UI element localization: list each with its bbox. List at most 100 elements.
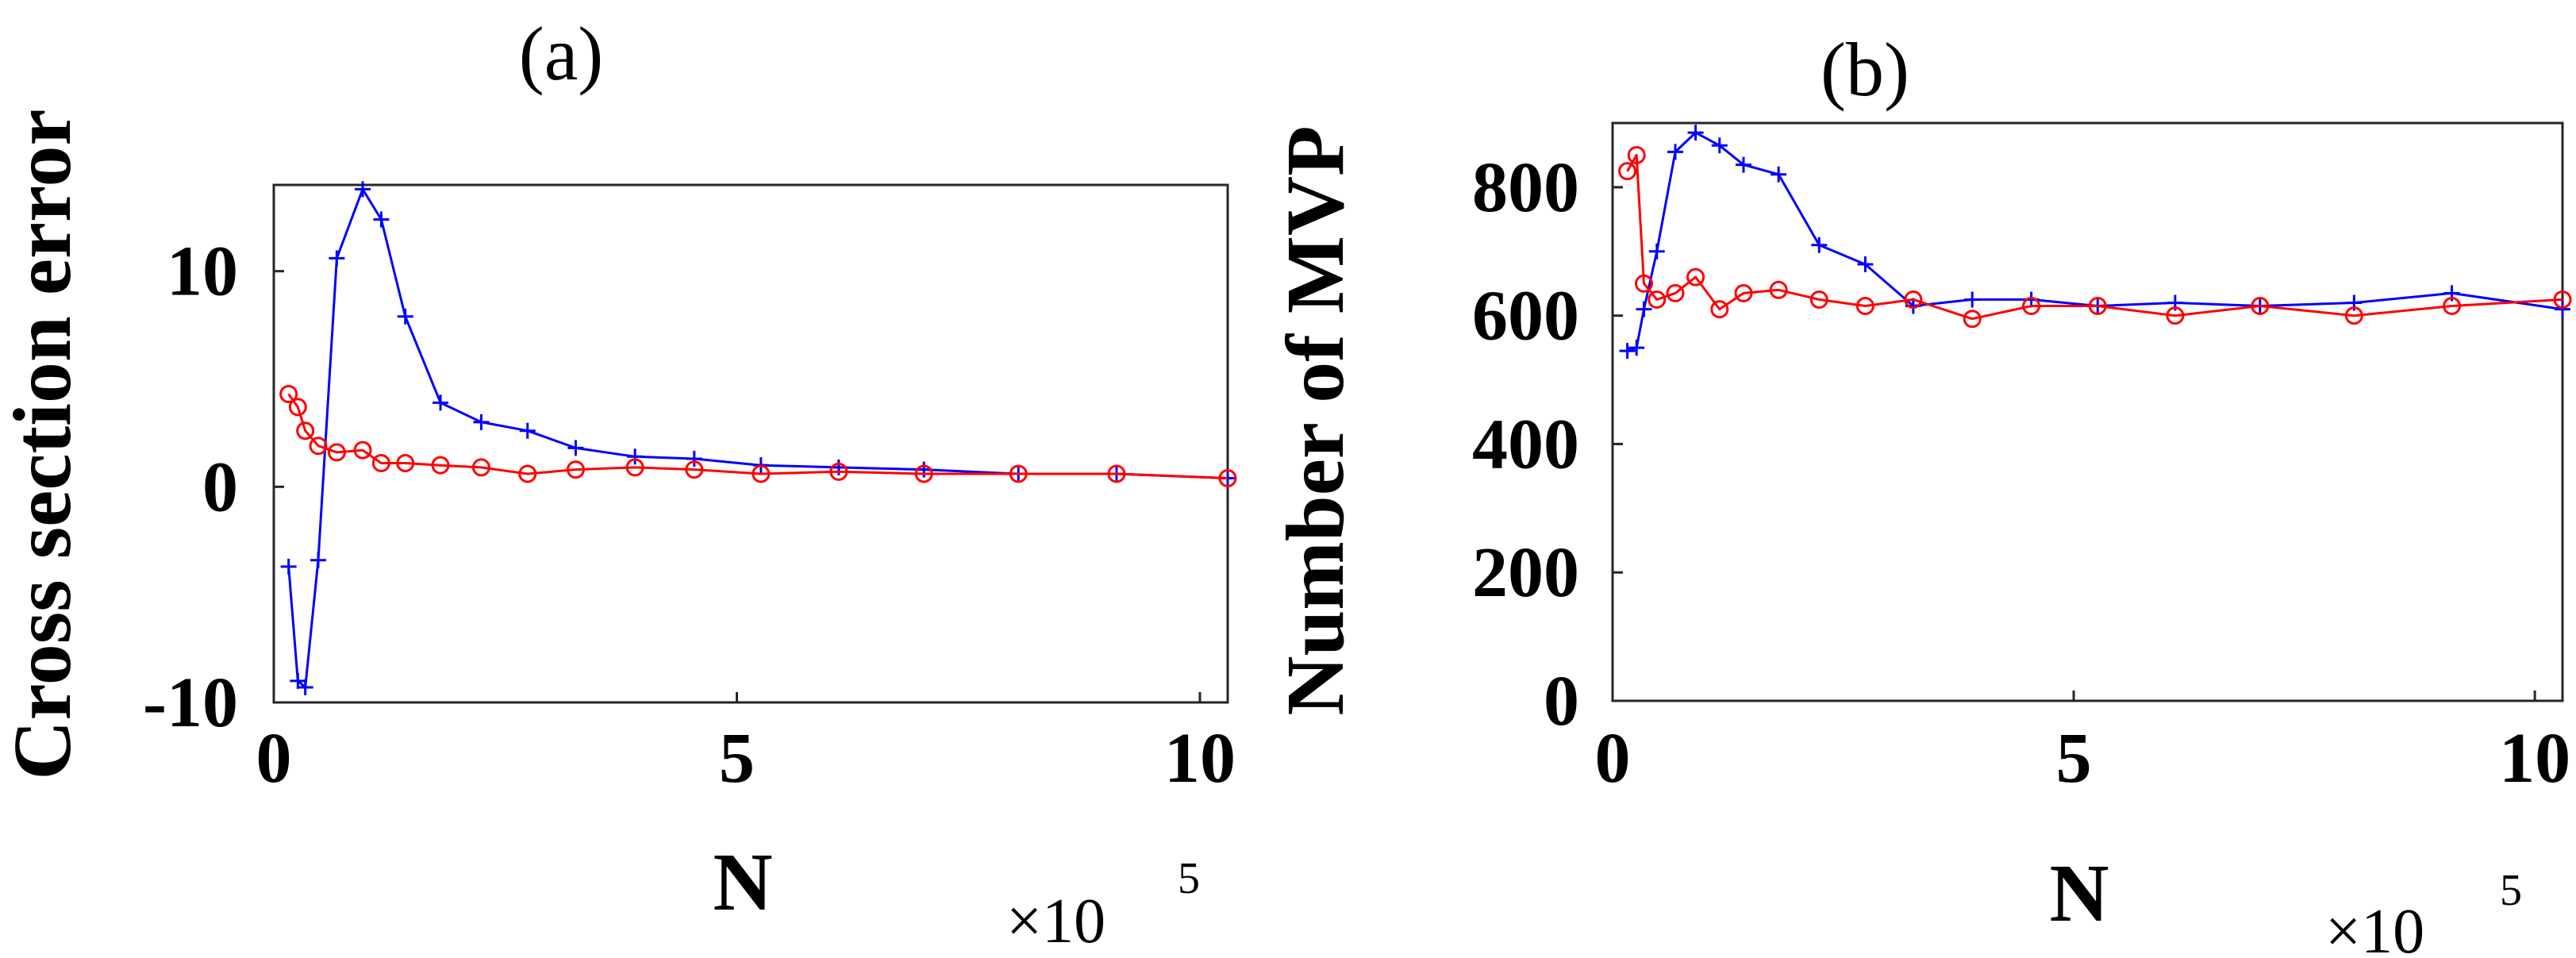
panel-a-x-multiplier-exponent: 5: [1178, 854, 1200, 903]
panel-b-series-2-point: [2443, 297, 2462, 316]
panel-a-y-tick-label: 0: [202, 448, 238, 526]
panel-b-series-1-point: [1857, 256, 1874, 272]
panel-b-series-1-point: [1648, 243, 1665, 260]
panel-b-series-2-point: [1769, 280, 1788, 299]
panel-a-series-2-point: [279, 385, 298, 404]
panel-a-series-2-point: [396, 453, 415, 472]
panel-b-x-multiplier: ×10: [2325, 897, 2424, 958]
panel-a-series-2-point: [309, 437, 328, 456]
panel-a-y-label: Cross section error: [0, 109, 88, 779]
panel-a-series-2-point: [518, 464, 537, 483]
panel-b-series-2-point: [1627, 145, 1646, 164]
panel-a-series: [279, 181, 1237, 695]
panel-b-x-tick-label: 10: [2499, 719, 2570, 798]
panel-b-y-tick-label: 200: [1472, 533, 1579, 612]
panel-b-series-2-point: [1618, 162, 1637, 181]
panel-a-series-1-point: [355, 181, 371, 198]
panel-b-y-tick-label: 800: [1472, 148, 1579, 227]
panel-a-series-2-point: [353, 441, 372, 460]
panel-b-series-1-point: [1811, 237, 1828, 253]
panel-a-series-1-line: [287, 187, 1228, 689]
panel-a-series-1-point: [297, 679, 313, 695]
panel-b-series-1-point: [1711, 137, 1728, 154]
panel-a-series-2-point: [685, 460, 704, 479]
panel-b-series-1-point: [1628, 340, 1645, 356]
panel-a-series-2-point: [566, 460, 585, 479]
panel-a-series-2-point: [431, 456, 450, 475]
panel-a-series-2-point: [327, 443, 346, 462]
panel-a-series-2-point: [914, 464, 933, 483]
panel-a-series-1-point: [686, 451, 702, 467]
panel-b-series-2-point: [2166, 306, 2185, 325]
panel-a-y-tick-label: 10: [167, 233, 238, 311]
panel-b-x-tick-label: 0: [1595, 719, 1631, 798]
panel-b-series-2-point: [2022, 297, 2041, 316]
panel-a-series-2-point: [1218, 468, 1237, 487]
panel-a-x-tick-label: 5: [719, 719, 755, 798]
panel-b-y-tick-label: 400: [1472, 405, 1579, 483]
panel-a-series-2-point: [625, 458, 644, 477]
panel-b-axes-box: [1611, 121, 2564, 702]
panel-a-series-1-point: [433, 394, 449, 411]
panel-b-x-multiplier-exponent: 5: [2500, 866, 2522, 915]
panel-a-axes-box: [272, 183, 1229, 704]
panel-b-series-2-point: [1855, 297, 1874, 316]
panel-a-x-tick-label: 0: [256, 719, 292, 798]
panel-b-series-1-point: [1619, 343, 1636, 360]
panel-a-series-2-point: [371, 453, 390, 472]
panel-b-series-1-point: [1736, 156, 1752, 173]
panel-a-series-1-point: [329, 250, 345, 267]
panel-a-x-multiplier: ×10: [1006, 887, 1105, 956]
panel-b-series-1-point: [1771, 166, 1787, 183]
panel-a-series-2-line: [287, 393, 1228, 479]
panel-a-series-2-point: [471, 458, 490, 477]
panel-b-series-2-point: [2553, 290, 2572, 309]
panel-a-series-1-point: [519, 422, 536, 439]
panel-b-series-1-point: [1964, 291, 1981, 308]
panel-b-series-1-line: [1627, 131, 2563, 352]
panel-b-series-2-point: [1963, 310, 1982, 329]
panel-a-series-1-point: [567, 440, 584, 456]
panel-a-series-1-point: [310, 552, 327, 568]
panel-b-y-tick-label: 600: [1472, 277, 1579, 356]
panel-a-x-label: N: [713, 837, 772, 928]
panel-b-series-2-point: [1666, 283, 1685, 302]
panel-b-series-2-point: [1686, 267, 1705, 287]
panel-a-series-1-point: [473, 414, 490, 430]
panel-a-series-2-point: [752, 464, 771, 483]
panel-b-series-2-point: [1809, 290, 1828, 309]
panel-b-series-2-point: [1734, 283, 1753, 302]
panel-b-series-2-point: [2088, 297, 2107, 316]
panel-b-x-tick-label: 5: [2056, 719, 2092, 798]
panel-b-y-tick-label: 0: [1544, 662, 1579, 741]
panel-a-series-2-point: [1107, 464, 1126, 483]
panel-b-x-label: N: [2049, 848, 2109, 939]
panel-a-y-ticks: -10 0 10: [143, 233, 284, 742]
panel-b-series-2-point: [2344, 306, 2363, 325]
panel-a-series-2-point: [288, 398, 307, 417]
panel-a-series-2-point: [296, 421, 315, 441]
panel-a-y-tick-label: -10: [143, 664, 238, 742]
panel-a-series-2-point: [829, 462, 848, 481]
panel-b: (b) 0 200 400 600 800 0 5 10 N Number of MVP ×…: [1270, 27, 2572, 958]
panel-b-title: (b): [1821, 27, 1909, 112]
panel-b-series-2-point: [1710, 300, 1729, 319]
panel-a-x-ticks: 0 5 10: [256, 692, 1236, 798]
panel-b-series-2-line: [1626, 153, 2563, 321]
panel-a-series-1-point: [397, 308, 413, 325]
panel-a-series-1-point: [627, 448, 644, 465]
panel-b-y-ticks: 0 200 400 600 800: [1472, 148, 1623, 741]
panel-b-series-1-point: [2555, 301, 2570, 317]
panel-b-x-ticks: 0 5 10: [1595, 691, 2570, 798]
panel-b-y-label: Number of MVP: [1270, 125, 1361, 715]
panel-b-series-2-point: [1635, 274, 1654, 293]
panel-b-series-1-point: [1636, 301, 1652, 317]
panel-a-title: (a): [519, 11, 604, 96]
panel-a-series-1-point: [280, 558, 297, 575]
panel-b-series-2-point: [2251, 297, 2270, 316]
panel-a-series-1-point: [373, 211, 390, 228]
panel-a-x-tick-label: 10: [1164, 719, 1236, 798]
panel-b-series-1-point: [1687, 125, 1704, 141]
